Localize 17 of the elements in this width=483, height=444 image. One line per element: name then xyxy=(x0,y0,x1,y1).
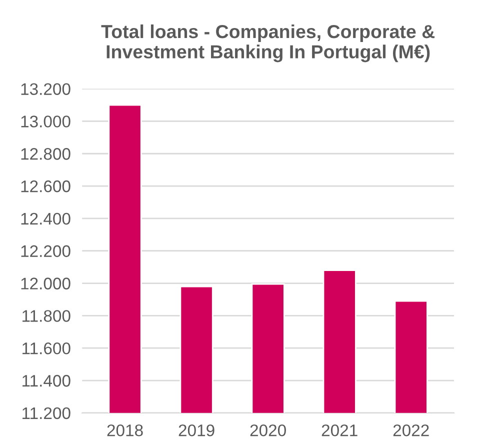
y-tick-label: 12.400 xyxy=(21,212,70,225)
x-tick-label: 2021 xyxy=(322,424,358,436)
y-tick-label: 12.600 xyxy=(21,180,70,192)
y-tick-label: 11.200 xyxy=(22,407,70,420)
x-tick-label: 2019 xyxy=(178,424,214,436)
y-tick-label: 11.800 xyxy=(22,310,70,322)
y-tick-label: 13.000 xyxy=(21,116,70,128)
y-tick-label: 11.600 xyxy=(22,342,70,354)
y-tick-label: 12.200 xyxy=(21,245,70,258)
y-tick-label: 12.000 xyxy=(21,278,70,290)
y-tick-label: 12.800 xyxy=(21,148,70,160)
y-tick-label: 13.200 xyxy=(21,83,70,96)
x-tick-label: 2018 xyxy=(107,424,143,436)
x-tick-label: 2022 xyxy=(393,424,429,436)
y-tick-label: 11.400 xyxy=(22,374,70,387)
x-tick-label: 2020 xyxy=(250,424,286,436)
chart-title: Total loans - Companies, Corporate & Investment Banking In Portugal (M€) xyxy=(101,24,435,62)
